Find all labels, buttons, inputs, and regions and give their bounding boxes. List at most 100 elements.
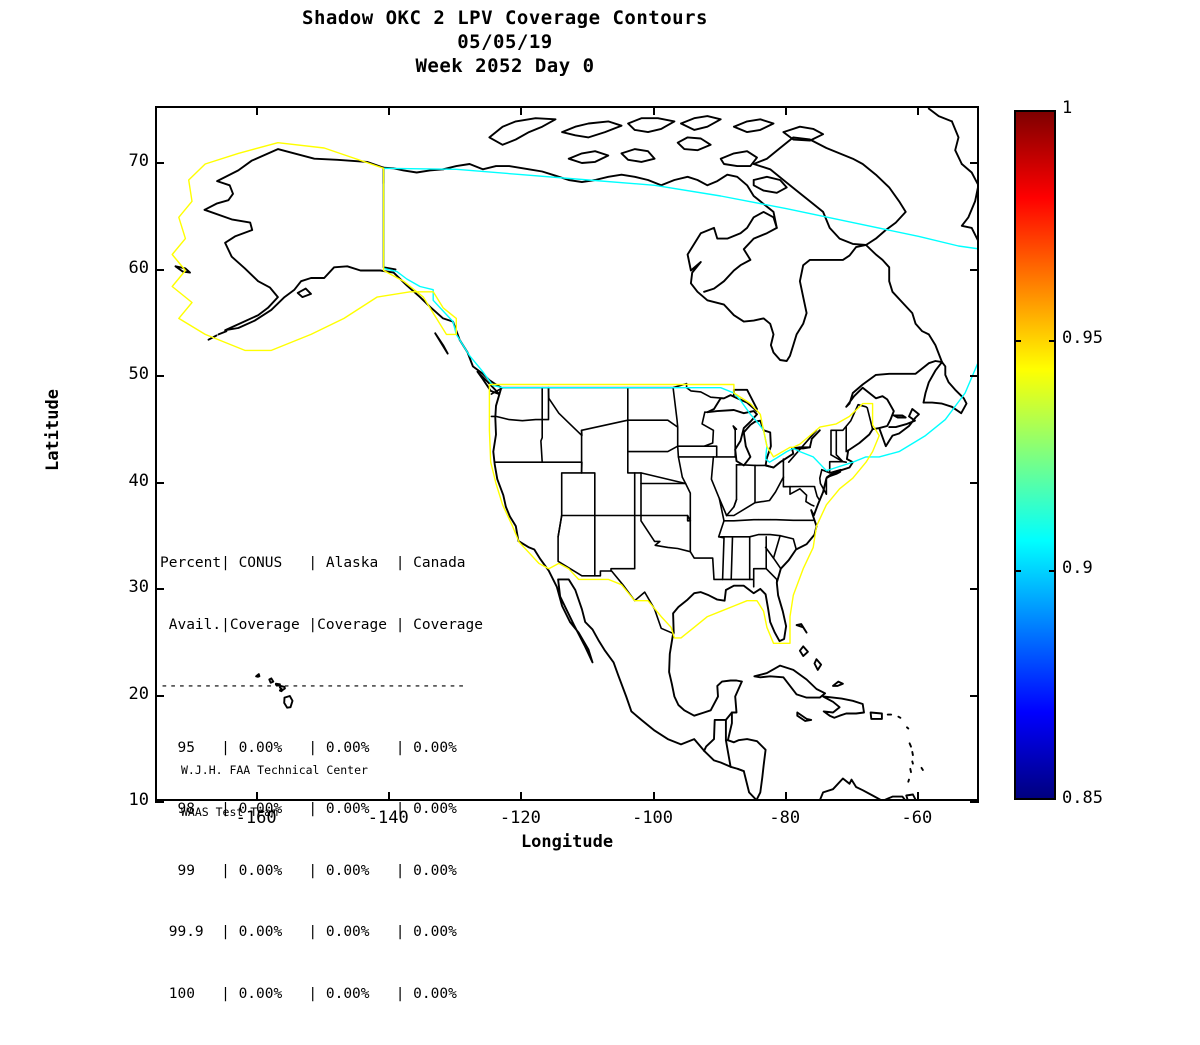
y-axis-tick-label-10: 10 — [128, 790, 149, 810]
alaska-service-volume-boundary — [171, 142, 457, 352]
state-boundary-path — [490, 382, 725, 400]
coastline-path — [752, 175, 788, 194]
x-axis-title: Longitude — [520, 832, 614, 852]
credit-block: W.J.H. FAA Technical Center WAAS Test Te… — [181, 735, 368, 847]
colorbar-tick-label-0.9: 0.9 — [1062, 558, 1093, 578]
x-axis-tick-label--100: -100 — [632, 808, 674, 828]
x-axis-tick--140 — [388, 792, 391, 801]
coastline-path — [668, 631, 743, 717]
map-svg — [171, 108, 977, 799]
coastline-path — [920, 766, 924, 771]
state-boundary-path — [541, 386, 550, 421]
coastline-path — [488, 117, 557, 146]
coastline-path — [203, 148, 385, 211]
credit-line-1: W.J.H. FAA Technical Center — [181, 763, 368, 777]
x-axis-tick-label--60: -60 — [901, 808, 933, 828]
coastline-path — [217, 330, 228, 336]
state-boundary-path — [627, 445, 679, 453]
state-boundary-path — [717, 520, 725, 538]
y-axis-tick-label-20: 20 — [128, 683, 149, 704]
coastline-path — [927, 108, 953, 123]
state-boundary-path — [580, 419, 629, 432]
state-boundary-path — [730, 536, 734, 581]
state-boundary-path — [732, 425, 738, 458]
coastline-path — [620, 148, 656, 163]
coverage-contour-plot: Shadow OKC 2 LPV Coverage Contours 05/05… — [0, 6, 1103, 1002]
colorbar — [1014, 110, 1056, 800]
coastline-path — [174, 265, 191, 274]
coastline-path — [911, 750, 914, 757]
y-axis-tick-50 — [155, 375, 164, 377]
state-boundary-path — [735, 464, 756, 467]
y-axis-tick-label-40: 40 — [128, 470, 149, 491]
coastline-path — [922, 361, 968, 415]
state-boundary-path — [733, 498, 738, 508]
coastline-path — [736, 767, 745, 773]
colorbar-tick-0.9 — [1049, 570, 1056, 572]
coastline-path — [724, 739, 732, 768]
coastline-path — [726, 680, 767, 799]
coastline-path — [798, 645, 809, 657]
state-boundary-path — [640, 472, 687, 485]
coastline-path — [752, 136, 907, 246]
y-axis-tick-60 — [155, 268, 164, 271]
colorbar-tick-1 — [1049, 110, 1056, 112]
state-boundary-path — [701, 411, 715, 447]
y-axis-tick-70 — [155, 162, 164, 165]
x-axis-tick--80 — [784, 106, 787, 115]
coastline-path — [832, 680, 844, 687]
state-boundary-path — [681, 476, 692, 522]
table-row: 98 | 0.00% | 0.00% | 0.00% — [160, 801, 457, 817]
coastline-path — [845, 360, 943, 431]
plot-title-block: Shadow OKC 2 LPV Coverage Contours 05/05… — [0, 6, 1010, 78]
state-boundary-path — [830, 403, 874, 456]
y-axis-tick-label-30: 30 — [128, 577, 149, 597]
coastline-path — [203, 208, 457, 332]
state-boundary-path — [676, 445, 718, 458]
coastline-path — [676, 136, 712, 152]
y-axis-tick-40 — [970, 481, 979, 484]
coastline-path — [911, 760, 914, 765]
colorbar-tick-label-0.95: 0.95 — [1062, 328, 1103, 348]
x-axis-tick--160 — [256, 792, 259, 801]
table-row: 99.9 | 0.00% | 0.00% | 0.00% — [160, 924, 457, 940]
y-axis-tick-10 — [155, 801, 164, 803]
map-plot-area — [155, 106, 979, 801]
stats-header-row-2: Avail.|Coverage |Coverage | Coverage — [160, 616, 484, 633]
state-boundary-path — [813, 485, 820, 501]
coastline-path — [296, 287, 312, 299]
coastline-path — [703, 749, 757, 799]
state-boundary-path — [717, 536, 725, 581]
conus-service-volume-boundary — [488, 383, 880, 644]
coastline-path-hawaii — [278, 687, 283, 693]
y-axis-tick-label-50: 50 — [128, 364, 149, 384]
y-axis-tick-30 — [970, 588, 979, 590]
coastline-path — [627, 117, 676, 134]
y-axis-title: Latitude — [43, 389, 63, 471]
coastline-path — [703, 718, 727, 752]
state-boundary-path — [772, 534, 781, 559]
x-axis-tick--160 — [256, 106, 259, 115]
coastline-path — [782, 125, 825, 142]
credit-line-2: WAAS Test Team — [181, 805, 278, 819]
state-boundary-path — [710, 456, 728, 517]
state-boundary-path — [557, 514, 563, 538]
coastline-path — [906, 726, 910, 730]
x-axis-tick-label--160: -160 — [235, 808, 277, 828]
x-axis-tick--100 — [652, 792, 655, 801]
coastline-path — [892, 414, 907, 419]
colorbar-tick-0.95 — [1014, 340, 1021, 342]
state-boundary-path — [627, 419, 679, 428]
y-axis-tick-label-70: 70 — [128, 151, 149, 172]
title-line-2: 05/05/19 — [457, 31, 553, 53]
y-axis-tick-label-60: 60 — [128, 257, 149, 278]
table-row: 100 | 0.00% | 0.00% | 0.00% — [160, 985, 457, 1002]
coastline-path — [753, 664, 827, 699]
x-axis-tick--100 — [652, 106, 655, 115]
coastline-path — [897, 715, 902, 719]
coastline-path-hawaii — [278, 684, 286, 692]
state-boundary-path — [547, 386, 583, 437]
state-boundary-path — [723, 518, 760, 522]
stats-header-row-1: Percent| CONUS | Alaska | Canada — [160, 555, 466, 571]
coastline-path — [909, 767, 912, 774]
